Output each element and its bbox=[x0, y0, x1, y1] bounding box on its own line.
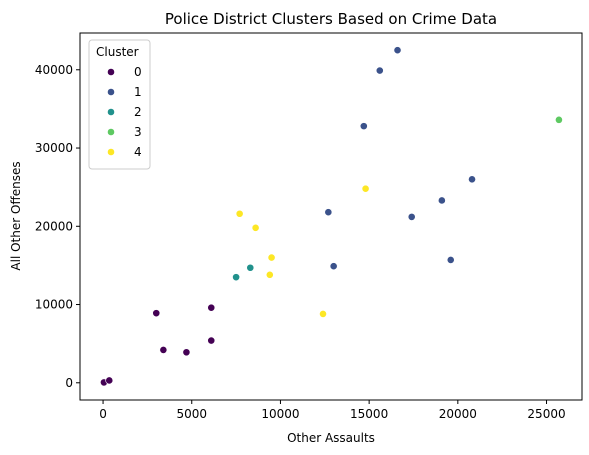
x-tick-label: 5000 bbox=[176, 407, 207, 421]
y-tick-label: 30000 bbox=[35, 141, 73, 155]
y-axis: 0 10000 20000 30000 40000 bbox=[35, 63, 80, 390]
data-point-cluster-1 bbox=[375, 66, 384, 75]
data-point-cluster-1 bbox=[437, 196, 446, 205]
axes-frame bbox=[79, 32, 583, 401]
legend: Cluster 0 1 2 3 4 bbox=[88, 39, 151, 170]
data-point-cluster-0 bbox=[159, 346, 168, 354]
legend-box bbox=[88, 39, 151, 170]
legend-label: 4 bbox=[134, 145, 142, 159]
legend-label: 3 bbox=[134, 125, 142, 139]
data-point-cluster-1 bbox=[359, 122, 368, 131]
x-tick-label: 25000 bbox=[527, 407, 565, 421]
plot-area bbox=[100, 46, 563, 387]
data-point-cluster-2 bbox=[232, 273, 240, 282]
x-tick-label: 0 bbox=[99, 407, 107, 421]
data-point-cluster-0 bbox=[152, 309, 161, 318]
data-point-cluster-2 bbox=[246, 263, 255, 272]
x-tick-label: 15000 bbox=[350, 407, 388, 421]
data-point-cluster-4 bbox=[267, 253, 276, 262]
data-point-cluster-4 bbox=[235, 209, 244, 218]
data-point-cluster-4 bbox=[361, 184, 370, 193]
data-point-cluster-1 bbox=[468, 175, 476, 184]
data-point-cluster-0 bbox=[207, 303, 216, 312]
data-point-cluster-0 bbox=[105, 376, 114, 385]
legend-marker bbox=[107, 148, 115, 156]
data-point-cluster-1 bbox=[393, 46, 402, 55]
y-tick-label: 10000 bbox=[35, 298, 73, 312]
x-tick-label: 20000 bbox=[439, 407, 477, 421]
legend-label: 2 bbox=[134, 105, 142, 119]
data-point-cluster-4 bbox=[319, 310, 327, 318]
legend-marker bbox=[107, 88, 115, 96]
data-point-cluster-1 bbox=[407, 212, 416, 221]
y-axis-label: All Other Offenses bbox=[9, 161, 23, 270]
y-tick-label: 0 bbox=[65, 376, 73, 390]
y-tick-label: 20000 bbox=[35, 219, 73, 233]
data-point-cluster-1 bbox=[329, 262, 338, 271]
data-point-cluster-1 bbox=[324, 208, 333, 217]
x-axis: 0 5000 10000 15000 20000 25000 bbox=[99, 400, 566, 421]
legend-marker bbox=[107, 68, 115, 76]
legend-label: 1 bbox=[134, 85, 142, 99]
legend-label: 0 bbox=[134, 65, 142, 79]
data-point-cluster-0 bbox=[207, 336, 216, 345]
data-point-cluster-1 bbox=[446, 256, 455, 264]
data-point-cluster-4 bbox=[265, 270, 274, 279]
data-point-cluster-4 bbox=[251, 223, 260, 232]
legend-items: 0 1 2 3 4 bbox=[107, 65, 142, 159]
y-tick-label: 40000 bbox=[35, 63, 73, 77]
legend-marker bbox=[107, 128, 115, 136]
x-axis-label: Other Assaults bbox=[287, 431, 375, 445]
chart-title: Police District Clusters Based on Crime … bbox=[165, 10, 497, 28]
legend-title: Cluster bbox=[96, 45, 139, 59]
data-point-cluster-0 bbox=[182, 348, 191, 357]
data-point-cluster-3 bbox=[555, 115, 563, 124]
legend-marker bbox=[107, 108, 115, 116]
x-tick-label: 10000 bbox=[261, 407, 299, 421]
